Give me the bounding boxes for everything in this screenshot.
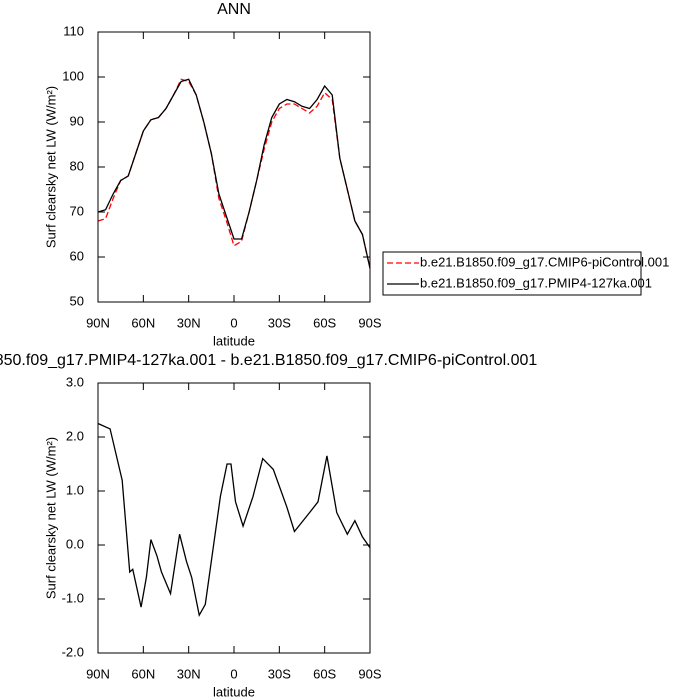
y-axis-label: Surf clearsky net LW (W/m²) <box>43 437 58 599</box>
y-tick-label: 1.0 <box>66 482 84 497</box>
chart-title: ANN <box>217 1 251 18</box>
y-tick-label: 90 <box>70 113 84 128</box>
x-tick-label: 60N <box>131 315 155 330</box>
y-tick-label: 3.0 <box>66 374 84 389</box>
x-tick-label: 0 <box>230 666 237 681</box>
y-tick-label: 2.0 <box>66 428 84 443</box>
y-tick-label: 100 <box>62 68 84 83</box>
plot-frame <box>97 31 371 303</box>
data-line <box>97 78 371 269</box>
y-tick-label: 80 <box>70 158 84 173</box>
y-tick-label: 70 <box>70 203 84 218</box>
y-tick-label: -2.0 <box>62 644 84 659</box>
data-line <box>97 422 371 618</box>
legend-box <box>382 251 642 296</box>
plot-frame <box>97 382 371 654</box>
legend-label: b.e21.B1850.f09_g17.CMIP6-piControl.001 <box>420 254 669 269</box>
x-tick-label: 90N <box>86 666 110 681</box>
x-tick-label: 30N <box>177 666 201 681</box>
x-axis-label: latitude <box>213 684 255 699</box>
y-tick-label: 0.0 <box>66 536 84 551</box>
y-axis-label: Surf clearsky net LW (W/m²) <box>43 86 58 248</box>
legend-label: b.e21.B1850.f09_g17.PMIP4-127ka.001 <box>420 275 652 290</box>
y-tick-label: -1.0 <box>62 590 84 605</box>
x-tick-label: 30N <box>177 315 201 330</box>
x-tick-label: 30S <box>268 666 291 681</box>
x-tick-label: 0 <box>230 315 237 330</box>
y-tick-label: 50 <box>70 293 84 308</box>
chart-title: b.e21.B1850.f09_g17.PMIP4-127ka.001 - b.… <box>0 352 537 369</box>
x-tick-label: 60N <box>131 666 155 681</box>
x-axis-label: latitude <box>213 333 255 348</box>
x-tick-label: 60S <box>313 315 336 330</box>
x-tick-label: 30S <box>268 315 291 330</box>
x-tick-label: 90S <box>358 666 381 681</box>
y-tick-label: 60 <box>70 248 84 263</box>
x-tick-label: 90N <box>86 315 110 330</box>
data-line <box>97 78 371 269</box>
x-tick-label: 90S <box>358 315 381 330</box>
y-tick-label: 110 <box>63 23 84 38</box>
x-tick-label: 60S <box>313 666 336 681</box>
